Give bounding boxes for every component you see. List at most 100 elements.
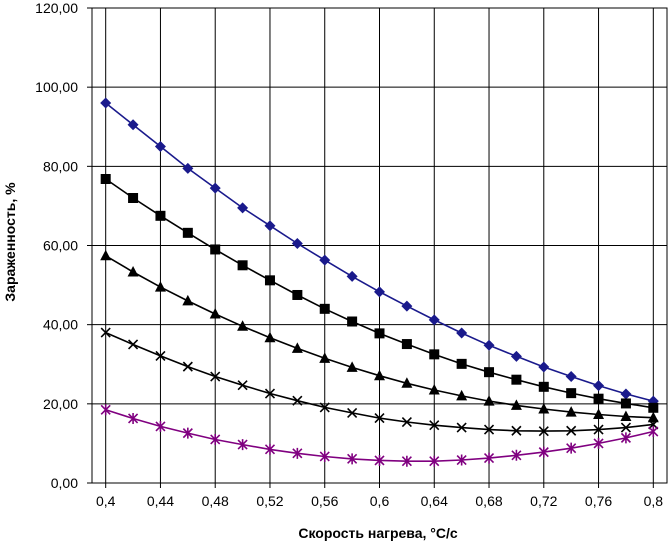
- data-point: [620, 422, 631, 433]
- data-point: [182, 162, 194, 174]
- data-point: [538, 381, 549, 392]
- series-4: [100, 327, 659, 437]
- data-point: [291, 342, 303, 353]
- data-point: [292, 395, 303, 406]
- data-point: [483, 339, 495, 351]
- data-point: [538, 446, 549, 458]
- data-point: [483, 424, 495, 435]
- data-point: [620, 388, 632, 400]
- series-group: [100, 97, 659, 467]
- data-point: [456, 358, 467, 369]
- data-point: [374, 454, 385, 466]
- data-point: [237, 202, 249, 214]
- data-point: [346, 270, 358, 282]
- data-point: [538, 426, 549, 437]
- data-point: [292, 289, 303, 300]
- data-point: [593, 380, 605, 392]
- data-point: [401, 339, 412, 350]
- data-point: [456, 422, 467, 433]
- data-point: [566, 425, 577, 436]
- data-point: [128, 193, 139, 203]
- data-point: [374, 413, 385, 424]
- data-point: [620, 398, 631, 409]
- data-point: [620, 432, 631, 444]
- data-point: [154, 281, 166, 292]
- data-point: [100, 174, 111, 184]
- data-point: [264, 331, 276, 343]
- data-point: [319, 402, 330, 413]
- data-point: [128, 339, 139, 350]
- data-point: [401, 300, 413, 312]
- series-3: [100, 249, 659, 423]
- x-tick-label: 0,72: [530, 493, 557, 509]
- data-point: [291, 238, 303, 250]
- data-point: [429, 420, 440, 431]
- data-point: [428, 383, 440, 395]
- axis-ticks: 0,00 20,00 40,00 60,00 80,00 100,00 120,00 0,4 0…: [35, 0, 663, 509]
- data-point: [538, 402, 550, 414]
- x-tick-label: 0,44: [147, 493, 174, 509]
- data-point: [648, 426, 659, 438]
- data-point: [100, 327, 111, 338]
- data-point: [292, 447, 303, 459]
- data-point: [127, 119, 139, 131]
- y-tick-label: 60,00: [43, 238, 78, 254]
- data-point: [100, 404, 111, 416]
- data-point: [100, 97, 112, 109]
- data-point: [401, 416, 412, 428]
- data-point: [593, 408, 605, 420]
- data-point: [401, 377, 413, 388]
- data-point: [209, 307, 221, 319]
- data-point: [128, 412, 139, 424]
- data-point: [154, 141, 166, 153]
- data-point: [429, 349, 440, 360]
- y-tick-label: 40,00: [43, 317, 78, 333]
- data-point: [510, 399, 522, 410]
- data-point: [237, 380, 248, 391]
- data-point: [319, 450, 330, 462]
- data-point: [510, 350, 522, 362]
- data-point: [565, 406, 577, 417]
- data-point: [374, 328, 385, 339]
- data-point: [456, 327, 468, 339]
- data-point: [374, 286, 385, 298]
- data-point: [319, 254, 331, 266]
- data-point: [620, 410, 632, 421]
- data-point: [511, 425, 522, 436]
- data-point: [210, 433, 221, 445]
- data-point: [429, 455, 440, 467]
- data-point: [511, 374, 522, 385]
- y-tick-label: 80,00: [43, 158, 78, 174]
- data-point: [182, 361, 193, 372]
- x-tick-label: 0,56: [311, 493, 338, 509]
- data-point: [347, 453, 358, 465]
- data-point: [319, 352, 331, 363]
- series-5: [100, 404, 659, 467]
- data-point: [483, 395, 495, 406]
- data-point: [155, 420, 166, 432]
- data-point: [538, 361, 550, 373]
- data-point: [210, 244, 221, 255]
- y-tick-label: 120,00: [35, 0, 78, 16]
- data-point: [484, 367, 495, 378]
- data-point: [483, 452, 495, 464]
- data-point: [428, 314, 440, 326]
- x-tick-label: 0,48: [202, 493, 229, 509]
- data-point: [346, 361, 358, 372]
- x-tick-label: 0,4: [96, 493, 116, 509]
- data-point: [511, 449, 522, 461]
- data-point: [182, 427, 193, 439]
- data-point: [647, 411, 659, 423]
- x-tick-label: 0,64: [421, 493, 448, 509]
- y-tick-label: 100,00: [35, 79, 78, 95]
- data-point: [209, 182, 221, 194]
- y-tick-label: 0,00: [51, 475, 78, 491]
- x-tick-label: 0,68: [475, 493, 502, 509]
- series-2: [100, 174, 659, 413]
- data-point: [566, 442, 577, 454]
- data-point: [264, 388, 276, 399]
- data-point: [182, 227, 193, 238]
- data-point: [347, 316, 358, 327]
- x-axis-title: Скорость нагрева, °C/с: [298, 525, 458, 541]
